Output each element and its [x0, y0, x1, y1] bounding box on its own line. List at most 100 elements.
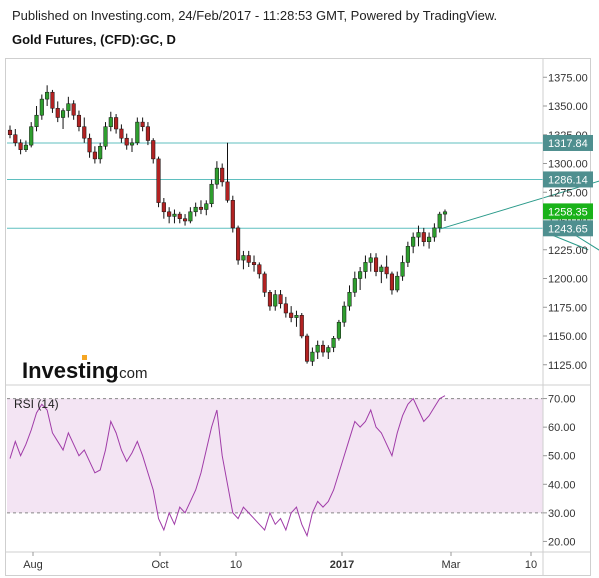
candle-body — [336, 321, 341, 339]
logo-dot — [82, 355, 87, 360]
level-label: 1317.84 — [548, 138, 588, 150]
candle-body — [198, 206, 204, 210]
y-tick-label: 1200.00 — [548, 274, 588, 286]
candle-body — [342, 305, 347, 323]
candle-body — [103, 126, 108, 147]
rsi-title: RSI (14) — [14, 397, 59, 411]
candle-body — [411, 236, 416, 247]
candle-body — [273, 294, 278, 307]
published-caption: Published on Investing.com, 24/Feb/2017 … — [12, 8, 498, 23]
candle-body — [183, 218, 188, 222]
chart-frame — [5, 58, 591, 576]
candle-body — [278, 294, 283, 305]
candle-body — [60, 110, 66, 118]
candle-body — [241, 255, 246, 261]
trendline — [439, 180, 599, 230]
candle-body — [363, 262, 368, 272]
candle-body — [156, 158, 161, 203]
last-price-box — [543, 203, 593, 220]
y-tick-label: 1375.00 — [548, 72, 588, 84]
x-tick-label: 10 — [525, 559, 537, 571]
candle-body — [421, 232, 426, 242]
candle-body — [214, 167, 219, 185]
candle-body — [172, 213, 177, 217]
candle-body — [151, 140, 156, 160]
last-price-label: 1258.35 — [548, 206, 588, 218]
candle-body — [283, 303, 288, 314]
x-tick-label: 10 — [230, 559, 242, 571]
candle-body — [188, 211, 193, 222]
x-tick-label: Mar — [442, 559, 461, 571]
logo-main: Investing — [22, 358, 119, 383]
y-tick-label: 1350.00 — [548, 101, 588, 113]
y-tick-label: 1275.00 — [548, 187, 588, 199]
rsi-tick-label: 50.00 — [548, 451, 576, 463]
candle-body — [82, 126, 87, 139]
candle-body — [305, 335, 310, 362]
candle-body — [7, 129, 13, 135]
candle-body — [55, 108, 60, 118]
candle-body — [204, 203, 209, 210]
candle-body — [427, 236, 432, 242]
candle-body — [230, 200, 235, 229]
rsi-tick-label: 70.00 — [548, 394, 576, 406]
rsi-band — [7, 398, 543, 513]
rsi-line — [9, 395, 446, 538]
y-tick-label: 1300.00 — [548, 159, 588, 171]
candle-body — [135, 121, 140, 144]
candle-body — [34, 114, 39, 127]
candle-body — [384, 266, 389, 275]
candle-body — [358, 271, 363, 279]
level-label: 1243.65 — [548, 223, 588, 235]
price-pane — [7, 85, 599, 366]
candle-body — [177, 213, 182, 219]
rsi-pane: RSI (14) — [7, 395, 543, 538]
candle-body — [320, 344, 326, 353]
candle-body — [114, 117, 119, 130]
candle-body — [92, 151, 97, 160]
level-label-box — [543, 171, 593, 188]
y-tick-label: 1225.00 — [548, 245, 588, 257]
candle-body — [87, 137, 92, 153]
candle-body — [23, 144, 28, 150]
level-label-box — [543, 134, 593, 151]
rsi-tick-label: 40.00 — [548, 479, 576, 491]
candle-body — [13, 134, 18, 144]
candle-body — [45, 91, 50, 100]
y-tick-label: 1150.00 — [548, 331, 587, 343]
candle-body — [98, 146, 103, 160]
candle-body — [442, 211, 448, 215]
x-tick-label: Oct — [151, 559, 168, 571]
candle-body — [66, 103, 71, 111]
symbol-title: Gold Futures, (CFD):GC, D — [12, 32, 176, 47]
candle-body — [416, 232, 421, 238]
candle-body — [379, 266, 384, 272]
candle-body — [400, 262, 405, 277]
candle-body — [437, 213, 442, 229]
candle-body — [220, 167, 225, 183]
candle-body — [140, 121, 145, 127]
logo-suffix: .com — [115, 365, 148, 382]
candle-body — [124, 137, 129, 146]
y-tick-label: 1125.00 — [548, 360, 587, 372]
candle-body — [167, 211, 172, 217]
candle-body — [405, 246, 410, 263]
candle-body — [389, 273, 395, 291]
rsi-tick-label: 60.00 — [548, 422, 576, 434]
candle-body — [18, 142, 23, 150]
y-tick-label: 1175.00 — [548, 302, 587, 314]
x-tick-label: Aug — [23, 559, 43, 571]
candle-body — [76, 114, 82, 127]
rsi-tick-label: 20.00 — [548, 536, 576, 548]
candle-body — [432, 227, 437, 238]
candle-body — [251, 262, 257, 265]
candle-body — [246, 255, 251, 263]
level-label-box — [543, 220, 593, 237]
candle-body — [326, 347, 331, 353]
candle-body — [299, 315, 304, 337]
candle-body — [310, 351, 315, 362]
axes: 1125.001150.001175.001200.001225.001250.… — [5, 58, 593, 576]
candle-body — [331, 338, 336, 348]
rsi-tick-label: 30.00 — [548, 508, 576, 520]
candle-body — [315, 344, 320, 353]
